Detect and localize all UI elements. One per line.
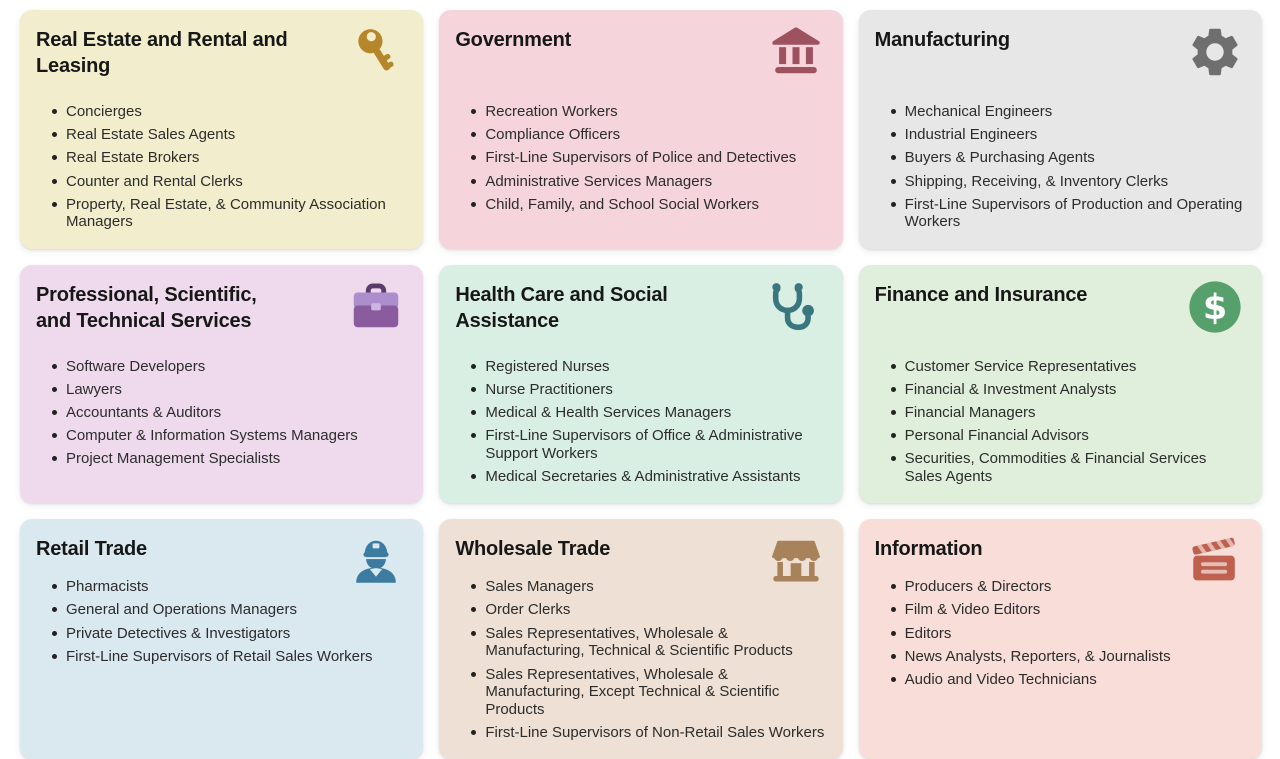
card-title: Information <box>874 538 983 561</box>
occupation-item: News Analysts, Reporters, & Journalists <box>889 648 1244 666</box>
occupation-list: Pharmacists General and Operations Manage… <box>36 578 405 665</box>
occupation-item: Computer & Information Systems Managers <box>50 427 405 445</box>
card-title: Real Estate and Rental and Leasing <box>36 29 288 77</box>
occupation-item: Compliance Officers <box>469 126 824 144</box>
key-icon <box>347 23 405 81</box>
occupation-item: Real Estate Brokers <box>50 149 405 167</box>
stethoscope-icon <box>767 278 825 336</box>
occupation-item: Producers & Directors <box>889 578 1244 596</box>
industry-card-finance-insurance: Finance and Insurance $ Customer Service… <box>858 264 1262 504</box>
occupation-item: Personal Financial Advisors <box>889 427 1244 445</box>
briefcase-icon <box>347 278 405 336</box>
occupation-item: First-Line Supervisors of Retail Sales W… <box>50 648 405 666</box>
occupation-item: Financial & Investment Analysts <box>889 381 1244 399</box>
industry-card-government: Government Recreation Workers Compliance … <box>439 10 843 249</box>
industry-card-information: Information Producers & Directors Film & … <box>858 519 1262 759</box>
occupation-item: First-Line Supervisors of Production and… <box>889 196 1244 231</box>
store-icon <box>767 532 825 590</box>
card-header: Government <box>455 27 824 82</box>
occupation-list: Concierges Real Estate Sales Agents Real E… <box>36 103 405 231</box>
industry-card-professional-scientific-technical: Professional, Scientific, and Technical … <box>20 264 424 504</box>
dollar-icon: $ <box>1186 278 1244 336</box>
industry-card-manufacturing: Manufacturing Mechanical Engineers Indust… <box>858 10 1262 249</box>
occupation-item: Order Clerks <box>469 601 824 619</box>
occupation-item: Real Estate Sales Agents <box>50 126 405 144</box>
occupation-item: Sales Managers <box>469 578 824 596</box>
occupation-item: Editors <box>889 625 1244 643</box>
clapperboard-icon <box>1186 532 1244 590</box>
card-title: Finance and Insurance <box>874 283 1088 306</box>
occupation-list: Sales Managers Order Clerks Sales Represen… <box>455 578 824 742</box>
occupation-list: Software Developers Lawyers Accountants & … <box>36 358 405 468</box>
occupation-item: Accountants & Auditors <box>50 404 405 422</box>
card-title: Wholesale Trade <box>455 538 611 561</box>
card-header: Real Estate and Rental and Leasing <box>36 27 405 82</box>
industry-card-real-estate-rental-leasing: Real Estate and Rental and Leasing Conci… <box>20 10 424 249</box>
occupation-item: General and Operations Managers <box>50 601 405 619</box>
card-header: Finance and Insurance <box>875 282 1244 337</box>
occupation-item: Pharmacists <box>50 578 405 596</box>
occupation-item: Private Detectives & Investigators <box>50 625 405 643</box>
svg-text:$: $ <box>1203 287 1227 328</box>
occupation-list: Customer Service Representatives Financia… <box>875 358 1244 486</box>
occupation-item: Shipping, Receiving, & Inventory Clerks <box>889 173 1244 191</box>
occupation-list: Mechanical Engineers Industrial Engineers… <box>875 103 1244 231</box>
bank-icon <box>767 23 825 81</box>
occupation-item: Film & Video Editors <box>889 601 1244 619</box>
gear-icon <box>1186 23 1244 81</box>
card-header: Manufacturing <box>875 27 1244 82</box>
occupation-item: Project Management Specialists <box>50 450 405 468</box>
card-title: Professional, Scientific, and Technical … <box>36 283 257 332</box>
occupation-item: Sales Representatives, Wholesale & Manuf… <box>469 625 824 660</box>
occupation-item: Industrial Engineers <box>889 126 1244 144</box>
occupation-item: Lawyers <box>50 381 405 399</box>
occupation-item: First-Line Supervisors of Non-Retail Sal… <box>469 724 824 742</box>
occupation-item: Financial Managers <box>889 404 1244 422</box>
occupation-list: Producers & Directors Film & Video Editor… <box>875 578 1244 688</box>
card-header: Retail Trade <box>36 536 405 562</box>
occupation-item: Medical Secretaries & Administrative Ass… <box>469 468 824 486</box>
occupation-item: Sales Representatives, Wholesale & Manuf… <box>469 666 824 719</box>
card-title: Manufacturing <box>874 29 1010 51</box>
occupation-item: Securities, Commodities & Financial Serv… <box>889 450 1244 485</box>
occupation-item: Nurse Practitioners <box>469 381 824 399</box>
occupation-item: Registered Nurses <box>469 358 824 376</box>
occupation-item: Customer Service Representatives <box>889 358 1244 376</box>
industry-card-health-care-social-assistance: Health Care and Social Assistance Regist… <box>439 264 843 504</box>
occupation-item: First-Line Supervisors of Police and Det… <box>469 149 824 167</box>
occupation-item: Recreation Workers <box>469 103 824 121</box>
card-header: Wholesale Trade <box>455 536 824 562</box>
occupation-item: First-Line Supervisors of Office & Admin… <box>469 427 824 462</box>
occupation-list: Recreation Workers Compliance Officers Fir… <box>455 103 824 213</box>
occupation-item: Buyers & Purchasing Agents <box>889 149 1244 167</box>
occupation-item: Audio and Video Technicians <box>889 671 1244 689</box>
occupation-item: Property, Real Estate, & Community Assoc… <box>50 196 405 231</box>
occupation-item: Concierges <box>50 103 405 121</box>
occupation-item: Medical & Health Services Managers <box>469 404 824 422</box>
worker-icon <box>347 532 405 590</box>
card-title: Retail Trade <box>36 538 147 561</box>
occupation-item: Child, Family, and School Social Workers <box>469 196 824 214</box>
card-title: Government <box>455 29 572 51</box>
industry-card-wholesale-trade: Wholesale Trade Sales Managers Order Cler… <box>439 519 843 759</box>
occupation-item: Administrative Services Managers <box>469 173 824 191</box>
card-title: Health Care and Social Assistance <box>455 283 668 332</box>
occupation-item: Software Developers <box>50 358 405 376</box>
occupation-item: Mechanical Engineers <box>889 103 1244 121</box>
industry-card-retail-trade: Retail Trade Pharmacists General and Oper… <box>20 519 424 759</box>
card-header: Professional, Scientific, and Technical … <box>36 282 405 337</box>
card-header: Information <box>875 536 1244 562</box>
occupation-list: Registered Nurses Nurse Practitioners Medi… <box>455 358 824 486</box>
card-header: Health Care and Social Assistance <box>455 282 824 337</box>
occupation-item: Counter and Rental Clerks <box>50 173 405 191</box>
